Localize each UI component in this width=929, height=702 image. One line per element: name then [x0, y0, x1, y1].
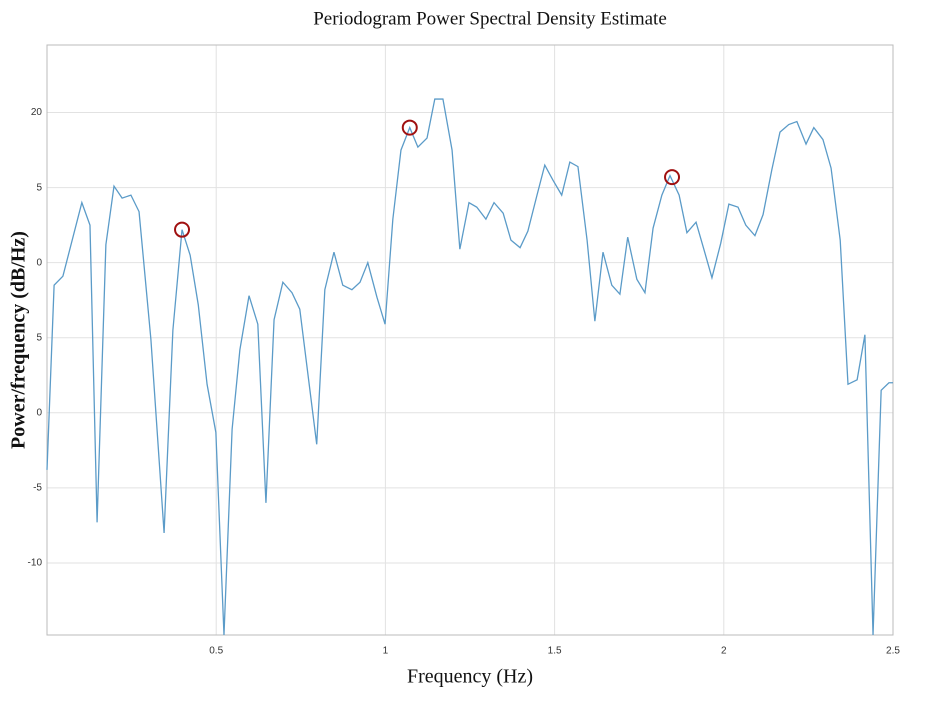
y-axis-label: Power/frequency (dB/Hz) [8, 231, 30, 449]
y-tick-label: 5 [36, 332, 42, 343]
y-tick-label: 20 [31, 107, 43, 118]
x-tick-label: 1 [383, 646, 389, 657]
peak-marker [664, 169, 681, 186]
plot-area [47, 45, 893, 635]
psd-line [46, 98, 893, 636]
x-tick-label: 0.5 [209, 646, 223, 657]
x-axis-label: Frequency (Hz) [407, 666, 533, 688]
x-tick-label: 2 [721, 646, 727, 657]
peak-marker [401, 119, 418, 136]
y-tick-label: -10 [28, 558, 43, 569]
y-tick-label: 0 [36, 257, 42, 268]
x-tick-label: 2.5 [886, 646, 900, 657]
y-tick-label: 5 [36, 182, 42, 193]
chart-title: Periodogram Power Spectral Density Estim… [313, 8, 667, 29]
peak-marker [174, 221, 191, 238]
y-tick-label: -5 [33, 483, 42, 494]
plot-border [46, 44, 894, 636]
x-tick-label: 1.5 [548, 646, 562, 657]
y-tick-label: 0 [36, 407, 42, 418]
